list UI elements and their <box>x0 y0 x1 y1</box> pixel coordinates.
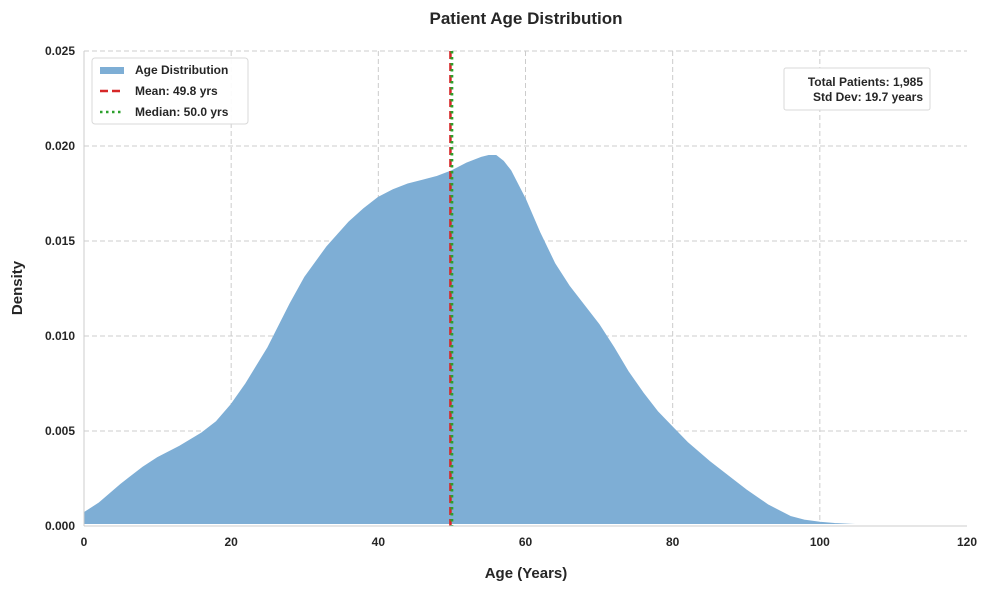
legend: Age Distribution Mean: 49.8 yrs Median: 50… <box>91 57 249 125</box>
chart-title: Patient Age Distribution <box>430 9 623 28</box>
y-tick-label: 0.025 <box>45 44 75 58</box>
legend-swatch-area <box>100 67 124 74</box>
legend-entry-label: Mean: 49.8 yrs <box>135 84 218 98</box>
stats-box-frame <box>783 67 931 111</box>
x-axis-label: Age (Years) <box>485 565 568 582</box>
y-axis-label: Density <box>9 260 26 315</box>
total-patients-text: Total Patients: 1,985 <box>808 75 923 89</box>
density-outline <box>83 155 931 527</box>
legend-entry-label: Age Distribution <box>135 63 228 77</box>
tick-labels: 0 20 40 60 80 100 120 0.000 0.005 0.010 0.015 0.020… <box>45 44 977 549</box>
y-tick-label: 0.010 <box>45 329 75 343</box>
x-tick-label: 60 <box>519 535 533 549</box>
y-tick-label: 0.005 <box>45 424 75 438</box>
y-tick-label: 0.015 <box>45 234 75 248</box>
std-dev-text: Std Dev: 19.7 years <box>813 90 923 104</box>
x-tick-label: 0 <box>81 535 88 549</box>
x-tick-label: 20 <box>224 535 238 549</box>
legend-box <box>91 57 249 125</box>
y-tick-label: 0.020 <box>45 139 75 153</box>
x-tick-label: 80 <box>666 535 680 549</box>
density-area <box>84 155 931 526</box>
x-tick-label: 120 <box>957 535 977 549</box>
x-tick-label: 100 <box>810 535 830 549</box>
plot-area <box>83 51 967 527</box>
legend-entry-label: Median: 50.0 yrs <box>135 105 229 119</box>
y-tick-label: 0.000 <box>45 519 75 533</box>
axes <box>83 51 967 527</box>
x-tick-label: 40 <box>372 535 386 549</box>
